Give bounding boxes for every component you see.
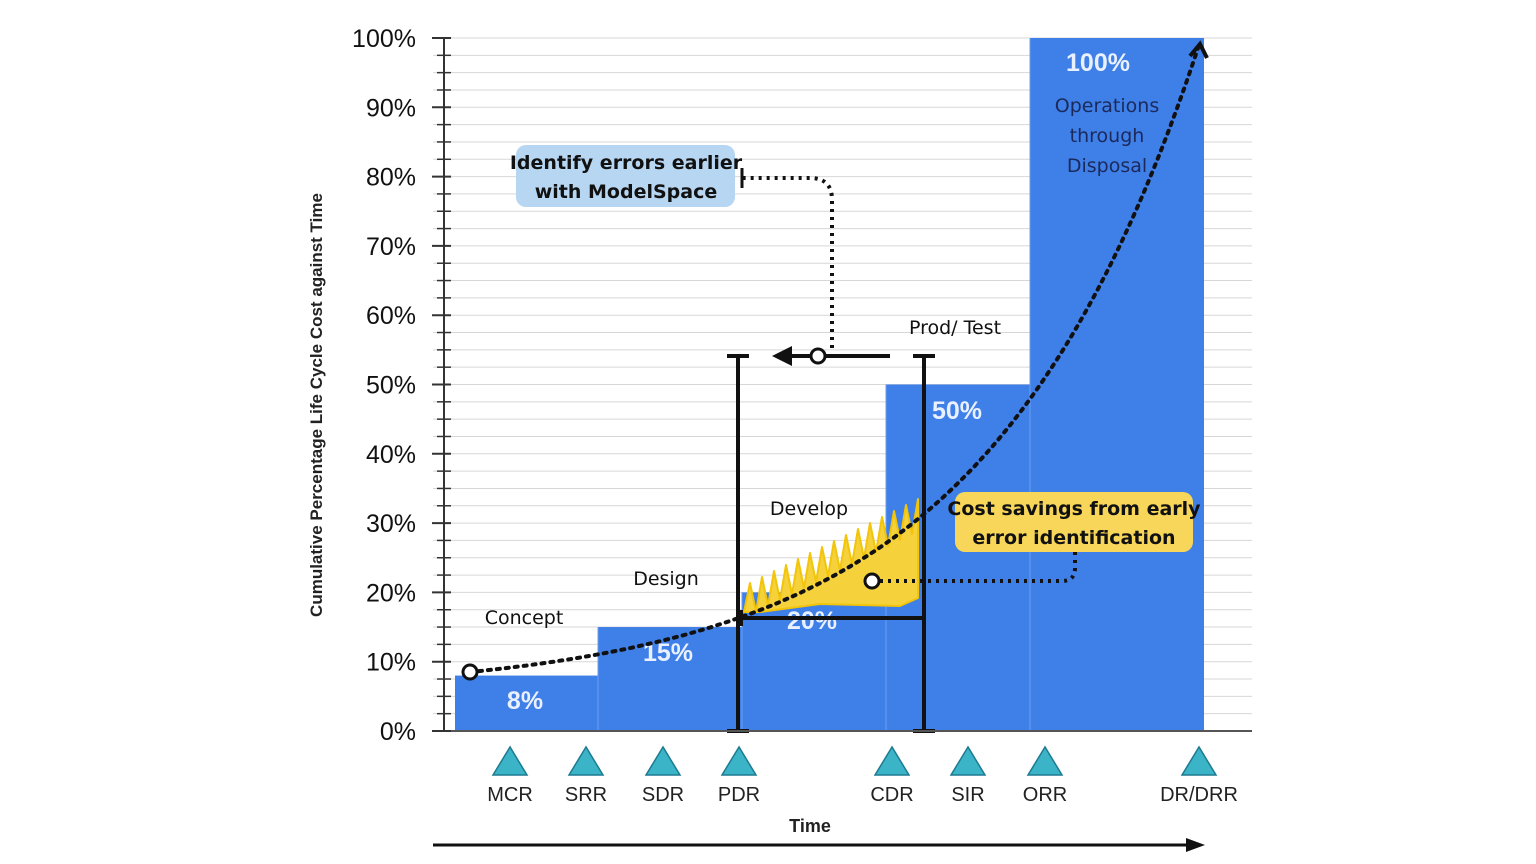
y-tick-label: 20%	[366, 579, 416, 607]
cost-curve	[468, 46, 1200, 674]
phase-label-2: Design	[633, 568, 699, 590]
y-tick-label: 30%	[366, 510, 416, 538]
bar-2	[598, 627, 742, 731]
milestone-label: SIR	[951, 784, 984, 806]
milestone-triangle	[1026, 745, 1064, 776]
milestone-triangle	[491, 745, 529, 776]
milestone-label: DR/DRR	[1160, 784, 1238, 806]
y-tick-label: 10%	[366, 649, 416, 677]
connector-dot	[809, 347, 827, 365]
phase-label-1: Concept	[485, 607, 564, 629]
milestone-label: CDR	[870, 784, 913, 806]
callout-earlier-box	[516, 145, 735, 207]
connector-dot	[863, 572, 881, 590]
ops-label-line: Disposal	[1067, 155, 1147, 177]
milestone-triangle	[644, 745, 682, 776]
y-tick-label: 40%	[366, 441, 416, 469]
callout-earlier-text: Identify errors earlier	[510, 152, 743, 174]
milestone-triangle	[1180, 745, 1218, 776]
milestone-label: SDR	[642, 784, 684, 806]
milestone-triangle	[567, 745, 605, 776]
callout-savings-text: error identification	[972, 527, 1175, 549]
bar-value-label: 50%	[932, 397, 982, 425]
callout-earlier-text: with ModelSpace	[535, 181, 718, 203]
bar-value-label: 20%	[787, 607, 837, 635]
x-axis-title: Time	[789, 816, 831, 836]
callout-connector-savings	[880, 552, 1077, 583]
shift-left-arrowhead	[772, 346, 792, 366]
callout-savings-box	[955, 492, 1193, 552]
phase-label-4: Prod/ Test	[909, 317, 1001, 339]
y-axis: 0% 10% 20% 30% 40% 50% 60% 70% 80% 90% 100%	[352, 25, 1252, 746]
y-tick-label: 0%	[380, 718, 416, 746]
milestone-label: PDR	[718, 784, 760, 806]
ops-label-line: through	[1070, 125, 1145, 147]
ops-label-line: Operations	[1055, 95, 1159, 117]
y-tick-label: 100%	[352, 25, 416, 53]
milestone-label: SRR	[565, 784, 607, 806]
bar-value-label: 8%	[507, 687, 543, 715]
bar-value-label: 100%	[1066, 49, 1130, 77]
y-tick-label: 80%	[366, 164, 416, 192]
bar-5	[1030, 38, 1204, 731]
bar-3	[742, 592, 886, 731]
time-arrow	[433, 838, 1205, 852]
y-tick-label: 60%	[366, 302, 416, 330]
milestone-label: ORR	[1023, 784, 1067, 806]
milestone-label: MCR	[487, 784, 533, 806]
cost-curve-arrowhead	[1188, 40, 1209, 59]
milestone-triangle	[873, 745, 911, 776]
y-axis-title: Cumulative Percentage Life Cycle Cost ag…	[307, 193, 326, 617]
y-tick-label: 90%	[366, 94, 416, 122]
milestone-triangle	[949, 745, 987, 776]
annotation-overlay: Concept Design Develop Prod/ Test Identify e…	[461, 40, 1209, 733]
callout-savings-text: Cost savings from early	[947, 498, 1201, 520]
phase-label-3: Develop	[770, 498, 848, 520]
y-tick-label: 50%	[366, 372, 416, 400]
milestone-triangle	[720, 745, 758, 776]
curve-start-dot	[461, 663, 479, 681]
milestone-markers: MCR SRR SDR PDR CDR SIR ORR DR/DRR	[487, 745, 1238, 806]
y-tick-label: 70%	[366, 233, 416, 261]
bar-1	[455, 675, 598, 731]
